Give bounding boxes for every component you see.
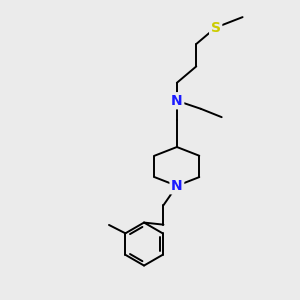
Text: N: N — [171, 179, 183, 193]
Text: S: S — [211, 21, 221, 34]
Text: N: N — [171, 94, 183, 108]
